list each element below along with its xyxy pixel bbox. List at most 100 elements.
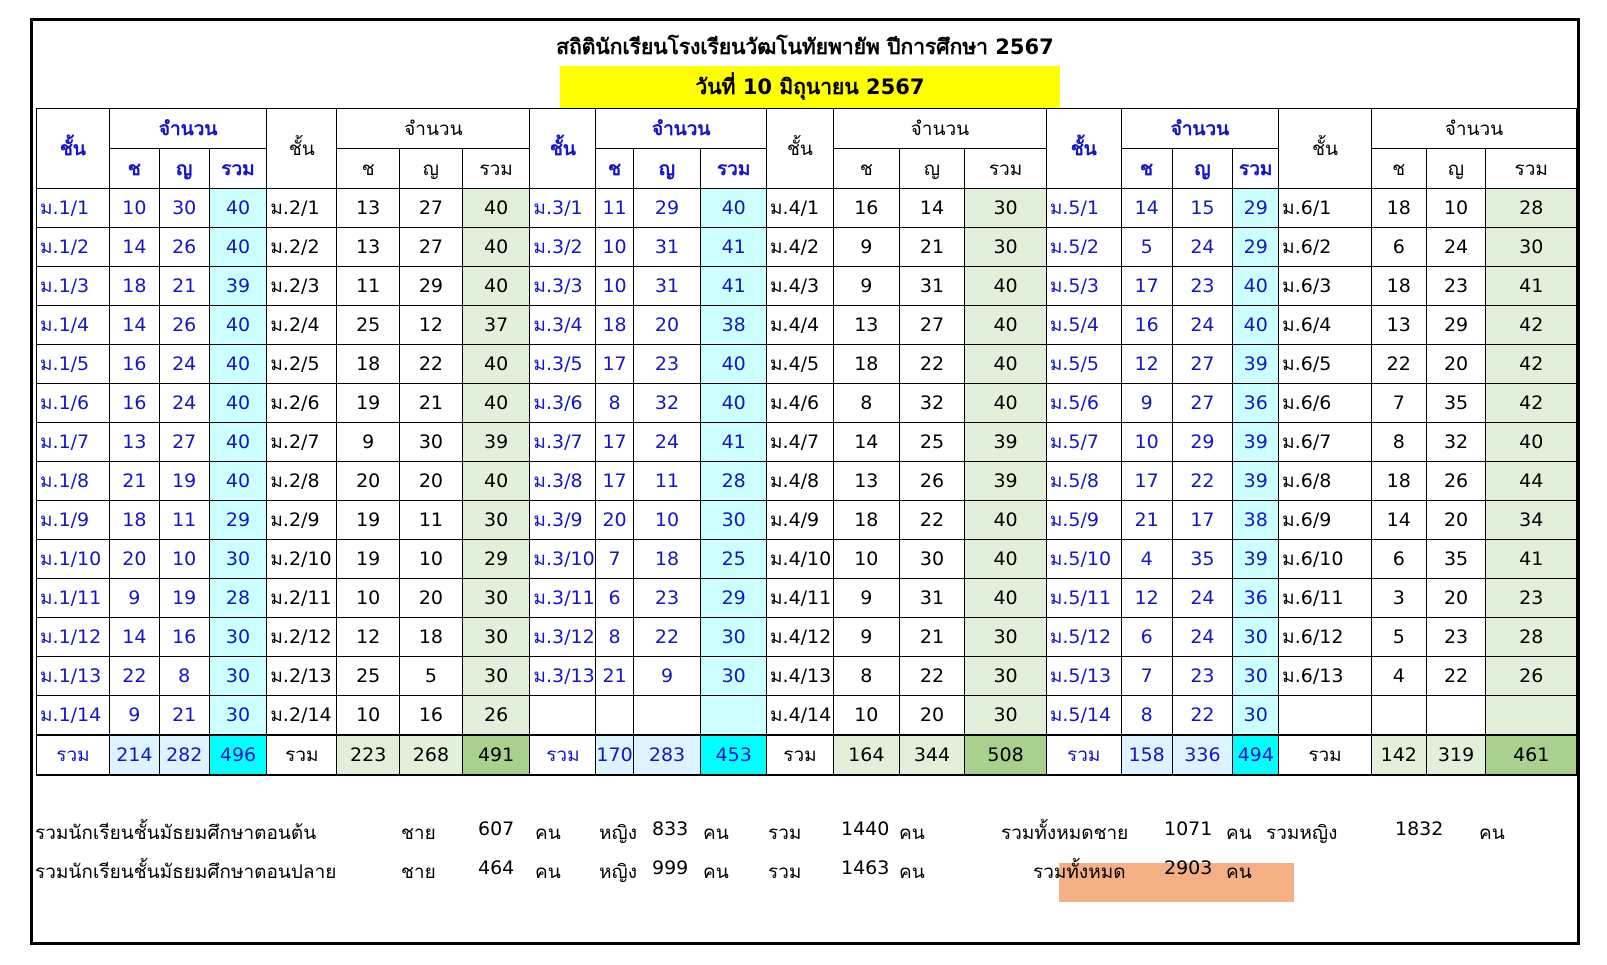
class-total-cell: 30 (461, 656, 531, 696)
grade-column-header: ชั้น (1278, 108, 1372, 189)
class-total-cell: 30 (208, 617, 268, 657)
female-count-cell: 35 (1171, 539, 1234, 579)
male-count-cell: 20 (336, 461, 401, 501)
male-count-cell: 19 (336, 500, 401, 540)
class-total-cell: 40 (964, 578, 1047, 618)
class-total-cell: 39 (1232, 344, 1280, 384)
female-count-cell: 27 (1171, 383, 1234, 423)
female-count-cell: 19 (158, 461, 210, 501)
female-count-cell: 21 (158, 266, 210, 306)
female-count-cell: 23 (1425, 617, 1487, 657)
class-name-cell: ม.2/7 (266, 422, 338, 462)
male-count-cell: 9 (336, 422, 401, 462)
male-column-header: ช (336, 148, 401, 189)
male-count-cell: 16 (1120, 305, 1173, 345)
male-count-cell: 9 (832, 578, 900, 618)
female-count-cell: 29 (632, 188, 702, 228)
class-total-cell: 40 (461, 344, 531, 384)
class-name-cell: ม.3/5 (529, 344, 597, 384)
class-name-cell: ม.3/4 (529, 305, 597, 345)
table-row: ม.1/3 18 21 39 ม.2/3 11 29 40 ม.3/3 10 31 41 ม.4/3 9 3… (36, 266, 1577, 306)
lower-male-label: ชาย (401, 822, 436, 844)
female-count-cell: 26 (898, 461, 966, 501)
class-total-cell: 40 (964, 383, 1047, 423)
female-count-cell: 21 (399, 383, 463, 423)
male-count-cell: 11 (595, 188, 634, 228)
class-total-cell: 30 (964, 188, 1047, 228)
male-count-cell: 16 (108, 383, 160, 423)
grand-total-value: 2903 (1164, 857, 1213, 879)
total-label-cell: รวม (36, 734, 110, 776)
class-name-cell: ม.3/3 (529, 266, 597, 306)
class-name-cell: ม.2/5 (266, 344, 338, 384)
class-name-cell: ม.2/9 (266, 500, 338, 540)
class-name-cell: ม.1/13 (36, 656, 110, 696)
lower-total-value: 1440 (841, 818, 890, 840)
male-count-cell: 21 (1120, 500, 1173, 540)
class-name-cell: ม.3/7 (529, 422, 597, 462)
male-count-cell: 25 (336, 305, 401, 345)
class-name-cell: ม.6/7 (1278, 422, 1372, 462)
totals-row: รวม 214 282 496 รวม 223 268 491 รวม 170 283 453 รวม 1… (36, 734, 1577, 776)
class-total-cell: 30 (1232, 656, 1280, 696)
male-count-cell: 14 (1120, 188, 1173, 228)
total-label-cell: รวม (529, 734, 597, 776)
table-row: ม.1/8 21 19 40 ม.2/8 20 20 40 ม.3/8 17 11 28 ม.4/8 13… (36, 461, 1577, 501)
class-total-cell: 38 (700, 305, 767, 345)
male-count-cell: 20 (595, 500, 634, 540)
female-count-cell: 24 (632, 422, 702, 462)
female-column-header: ญ (1425, 148, 1487, 189)
class-total-cell: 40 (461, 266, 531, 306)
male-count-cell: 18 (832, 500, 900, 540)
female-count-cell: 23 (632, 344, 702, 384)
grand-total-unit: คน (1226, 861, 1252, 883)
class-name-cell: ม.4/9 (766, 500, 834, 540)
female-count-cell: 23 (1171, 656, 1234, 696)
class-name-cell: ม.1/9 (36, 500, 110, 540)
female-count-cell: 22 (898, 656, 966, 696)
class-total-cell: 39 (1232, 539, 1280, 579)
male-count-cell: 12 (1120, 578, 1173, 618)
class-total-cell: 34 (1485, 500, 1577, 540)
lower-male-value: 607 (478, 818, 515, 840)
female-count-cell: 20 (898, 695, 966, 736)
upper-total-value: 1463 (841, 857, 890, 879)
total-label-cell: รวม (1278, 734, 1372, 776)
class-total-cell: 39 (208, 266, 268, 306)
male-count-cell: 13 (336, 188, 401, 228)
male-count-cell: 18 (1370, 188, 1427, 228)
class-name-cell: ม.4/13 (766, 656, 834, 696)
male-count-cell: 10 (336, 695, 401, 736)
grade-column-header: ชั้น (529, 108, 597, 189)
class-total-cell: 42 (1485, 344, 1577, 384)
class-name-cell: ม.2/2 (266, 227, 338, 267)
class-total-cell: 40 (461, 461, 531, 501)
grade-total-cell: 496 (208, 734, 268, 776)
upper-male-label: ชาย (401, 861, 436, 883)
female-count-cell: 32 (1425, 422, 1487, 462)
count-column-header: จำนวน (1120, 108, 1280, 149)
male-count-cell: 6 (1370, 227, 1427, 267)
female-count-cell: 29 (399, 266, 463, 306)
class-name-cell: ม.6/11 (1278, 578, 1372, 618)
upper-female-value: 999 (652, 857, 689, 879)
female-count-cell: 32 (632, 383, 702, 423)
statistics-sheet: สถิตินักเรียนโรงเรียนวัฒโนทัยพายัพ ปีการ… (30, 18, 1580, 945)
lower-secondary-label: รวมนักเรียนชั้นมัธยมศึกษาตอนต้น (35, 822, 317, 844)
female-count-cell: 29 (1425, 305, 1487, 345)
class-total-cell: 29 (208, 500, 268, 540)
female-count-cell: 35 (1425, 383, 1487, 423)
class-name-cell: ม.1/14 (36, 695, 110, 736)
male-count-cell: 18 (336, 344, 401, 384)
class-total-cell: 38 (1232, 500, 1280, 540)
class-total-cell: 40 (208, 188, 268, 228)
male-count-cell: 9 (108, 695, 160, 736)
class-name-cell: ม.1/6 (36, 383, 110, 423)
female-count-cell: 24 (1171, 617, 1234, 657)
male-column-header: ช (108, 148, 160, 189)
male-count-cell: 18 (1370, 461, 1427, 501)
class-total-cell: 40 (208, 422, 268, 462)
female-count-cell: 30 (399, 422, 463, 462)
total-label-cell: รวม (766, 734, 834, 776)
female-column-header: ญ (1171, 148, 1234, 189)
